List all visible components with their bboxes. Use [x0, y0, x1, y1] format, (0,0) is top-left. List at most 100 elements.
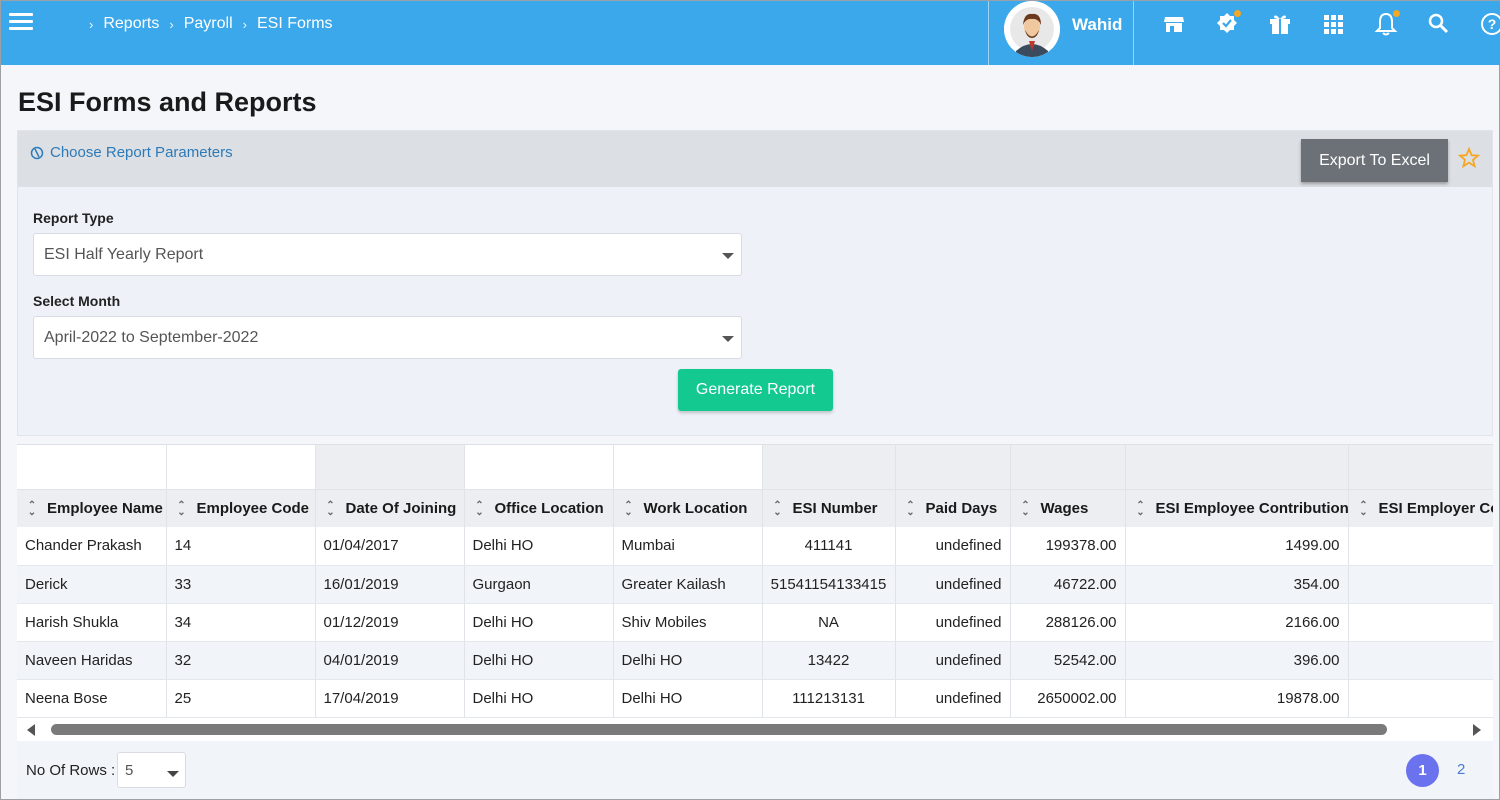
- table-row[interactable]: Naveen Haridas 32 04/01/2019 Delhi HO Delhi …: [17, 641, 1493, 680]
- table-cell: Delhi HO: [464, 679, 614, 718]
- table-cell: undefined: [895, 603, 1011, 642]
- scroll-right-icon[interactable]: [1473, 724, 1481, 736]
- sort-icon: ⌃ ⌄: [27, 499, 37, 518]
- sort-icon: ⌃ ⌄: [906, 499, 915, 518]
- table-cell: 13422: [762, 641, 896, 680]
- filter-cell: [1125, 445, 1349, 490]
- chevron-down-icon: [722, 253, 734, 259]
- horizontal-scrollbar[interactable]: [17, 719, 1493, 741]
- column-header-employee-name[interactable]: ⌃ ⌄ Employee Name: [17, 489, 167, 527]
- table-cell: 17/04/2019: [315, 679, 465, 718]
- table-cell: Delhi HO: [613, 679, 763, 718]
- report-type-select[interactable]: ESI Half Yearly Report: [33, 233, 742, 276]
- table-cell: 396.00: [1125, 641, 1349, 680]
- choose-parameters-toggle[interactable]: Choose Report Parameters: [30, 144, 233, 161]
- table-cell: undefined: [895, 679, 1011, 718]
- chevron-down-icon: [722, 336, 734, 342]
- table-cell: Delhi HO: [464, 527, 614, 566]
- table-cell: 199378.00: [1010, 527, 1126, 566]
- table-cell: 14: [166, 527, 316, 566]
- menu-icon[interactable]: [9, 13, 33, 33]
- column-label: ESI Number: [792, 499, 878, 517]
- star-icon[interactable]: [1458, 147, 1480, 169]
- table-cell: 411141: [762, 527, 896, 566]
- select-month-select[interactable]: April-2022 to September-2022: [33, 316, 742, 359]
- user-menu[interactable]: Wahid: [988, 1, 1134, 65]
- table-cell: 01/04/2017: [315, 527, 465, 566]
- table-cell: Derick: [17, 565, 167, 604]
- table-cell: 288126.00: [1010, 603, 1126, 642]
- table-cell: Delhi HO: [613, 641, 763, 680]
- rows-per-page-label: No Of Rows :: [26, 762, 116, 779]
- breadcrumb-esi-forms[interactable]: ESI Forms: [256, 15, 333, 32]
- page-button-1[interactable]: 1: [1406, 754, 1439, 787]
- column-header-esi-employee-contribution[interactable]: ⌃ ⌄ ESI Employee Contribution: [1125, 489, 1349, 527]
- sort-icon: ⌃ ⌄: [773, 499, 782, 518]
- chevron-right-icon: ›: [89, 16, 94, 32]
- table-cell: Delhi HO: [464, 603, 614, 642]
- column-header-esi-employer-contribution[interactable]: ⌃ ⌄ ESI Employer Cor: [1348, 489, 1493, 527]
- table-cell: Naveen Haridas: [17, 641, 167, 680]
- generate-report-button[interactable]: Generate Report: [678, 369, 833, 411]
- table-row[interactable]: Harish Shukla 34 01/12/2019 Delhi HO Shiv Mo…: [17, 603, 1493, 642]
- report-type-value: ESI Half Yearly Report: [44, 246, 204, 263]
- sort-icon: ⌃ ⌄: [177, 499, 186, 518]
- table-cell: NA: [762, 603, 896, 642]
- bell-icon[interactable]: [1373, 10, 1400, 37]
- table-cell: 2166.00: [1125, 603, 1349, 642]
- search-icon[interactable]: [1426, 11, 1452, 37]
- sort-icon: ⌃ ⌄: [1136, 499, 1145, 518]
- table-cell: Delhi HO: [464, 641, 614, 680]
- filter-cell: [315, 445, 465, 490]
- table-cell: 46722.00: [1010, 565, 1126, 604]
- table-row[interactable]: Chander Prakash 14 01/04/2017 Delhi HO Mumba…: [17, 527, 1493, 566]
- table-cell: 111213131: [762, 679, 896, 718]
- page-button-2[interactable]: 2: [1457, 761, 1466, 778]
- table-cell: [1348, 565, 1493, 604]
- table-cell: 52542.00: [1010, 641, 1126, 680]
- table-cell: undefined: [895, 527, 1011, 566]
- filter-cell[interactable]: [166, 445, 316, 490]
- table-cell: Gurgaon: [464, 565, 614, 604]
- column-label: Wages: [1040, 499, 1089, 517]
- column-label: Employee Name: [47, 499, 163, 517]
- column-header-employee-code[interactable]: ⌃ ⌄ Employee Code: [166, 489, 316, 527]
- choose-parameters-label: Choose Report Parameters: [50, 144, 233, 161]
- column-label: ESI Employee Contribution: [1155, 499, 1348, 517]
- column-header-date-of-joining[interactable]: ⌃ ⌄ Date Of Joining: [315, 489, 465, 527]
- column-label: Work Location: [643, 499, 748, 517]
- gift-icon[interactable]: [1267, 11, 1293, 37]
- verified-badge-icon[interactable]: [1214, 10, 1241, 37]
- column-header-paid-days[interactable]: ⌃ ⌄ Paid Days: [895, 489, 1011, 527]
- store-icon[interactable]: [1161, 11, 1187, 37]
- table-row[interactable]: Derick 33 16/01/2019 Gurgaon Greater Kailash…: [17, 565, 1493, 604]
- help-icon[interactable]: ?: [1479, 11, 1500, 37]
- column-header-esi-number[interactable]: ⌃ ⌄ ESI Number: [762, 489, 896, 527]
- table-cell: 04/01/2019: [315, 641, 465, 680]
- breadcrumb-reports[interactable]: Reports: [103, 15, 160, 32]
- scroll-left-icon[interactable]: [27, 724, 35, 736]
- rows-per-page-select[interactable]: 5: [117, 752, 186, 788]
- breadcrumb-payroll[interactable]: Payroll: [183, 15, 233, 32]
- table-cell: undefined: [895, 565, 1011, 604]
- table-cell: Shiv Mobiles: [613, 603, 763, 642]
- filter-cell[interactable]: [613, 445, 763, 490]
- table-cell: Chander Prakash: [17, 527, 167, 566]
- scrollbar-thumb[interactable]: [51, 724, 1387, 735]
- export-to-excel-button[interactable]: Export To Excel: [1301, 139, 1448, 182]
- table-cell: 2650002.00: [1010, 679, 1126, 718]
- table-cell: 01/12/2019: [315, 603, 465, 642]
- column-header-wages[interactable]: ⌃ ⌄ Wages: [1010, 489, 1126, 527]
- table-cell: undefined: [895, 641, 1011, 680]
- filter-cell[interactable]: [17, 445, 167, 490]
- rows-per-page-value: 5: [125, 762, 134, 779]
- column-header-work-location[interactable]: ⌃ ⌄ Work Location: [613, 489, 763, 527]
- table-row[interactable]: Neena Bose 25 17/04/2019 Delhi HO Delhi HO 11…: [17, 679, 1493, 718]
- chevron-down-icon: [167, 771, 179, 777]
- select-month-value: April-2022 to September-2022: [44, 329, 259, 346]
- sort-icon: ⌃ ⌄: [1021, 499, 1030, 518]
- filter-cell[interactable]: [464, 445, 614, 490]
- page-title: ESI Forms and Reports: [18, 87, 317, 117]
- apps-grid-icon[interactable]: [1320, 11, 1346, 37]
- column-header-office-location[interactable]: ⌃ ⌄ Office Location: [464, 489, 614, 527]
